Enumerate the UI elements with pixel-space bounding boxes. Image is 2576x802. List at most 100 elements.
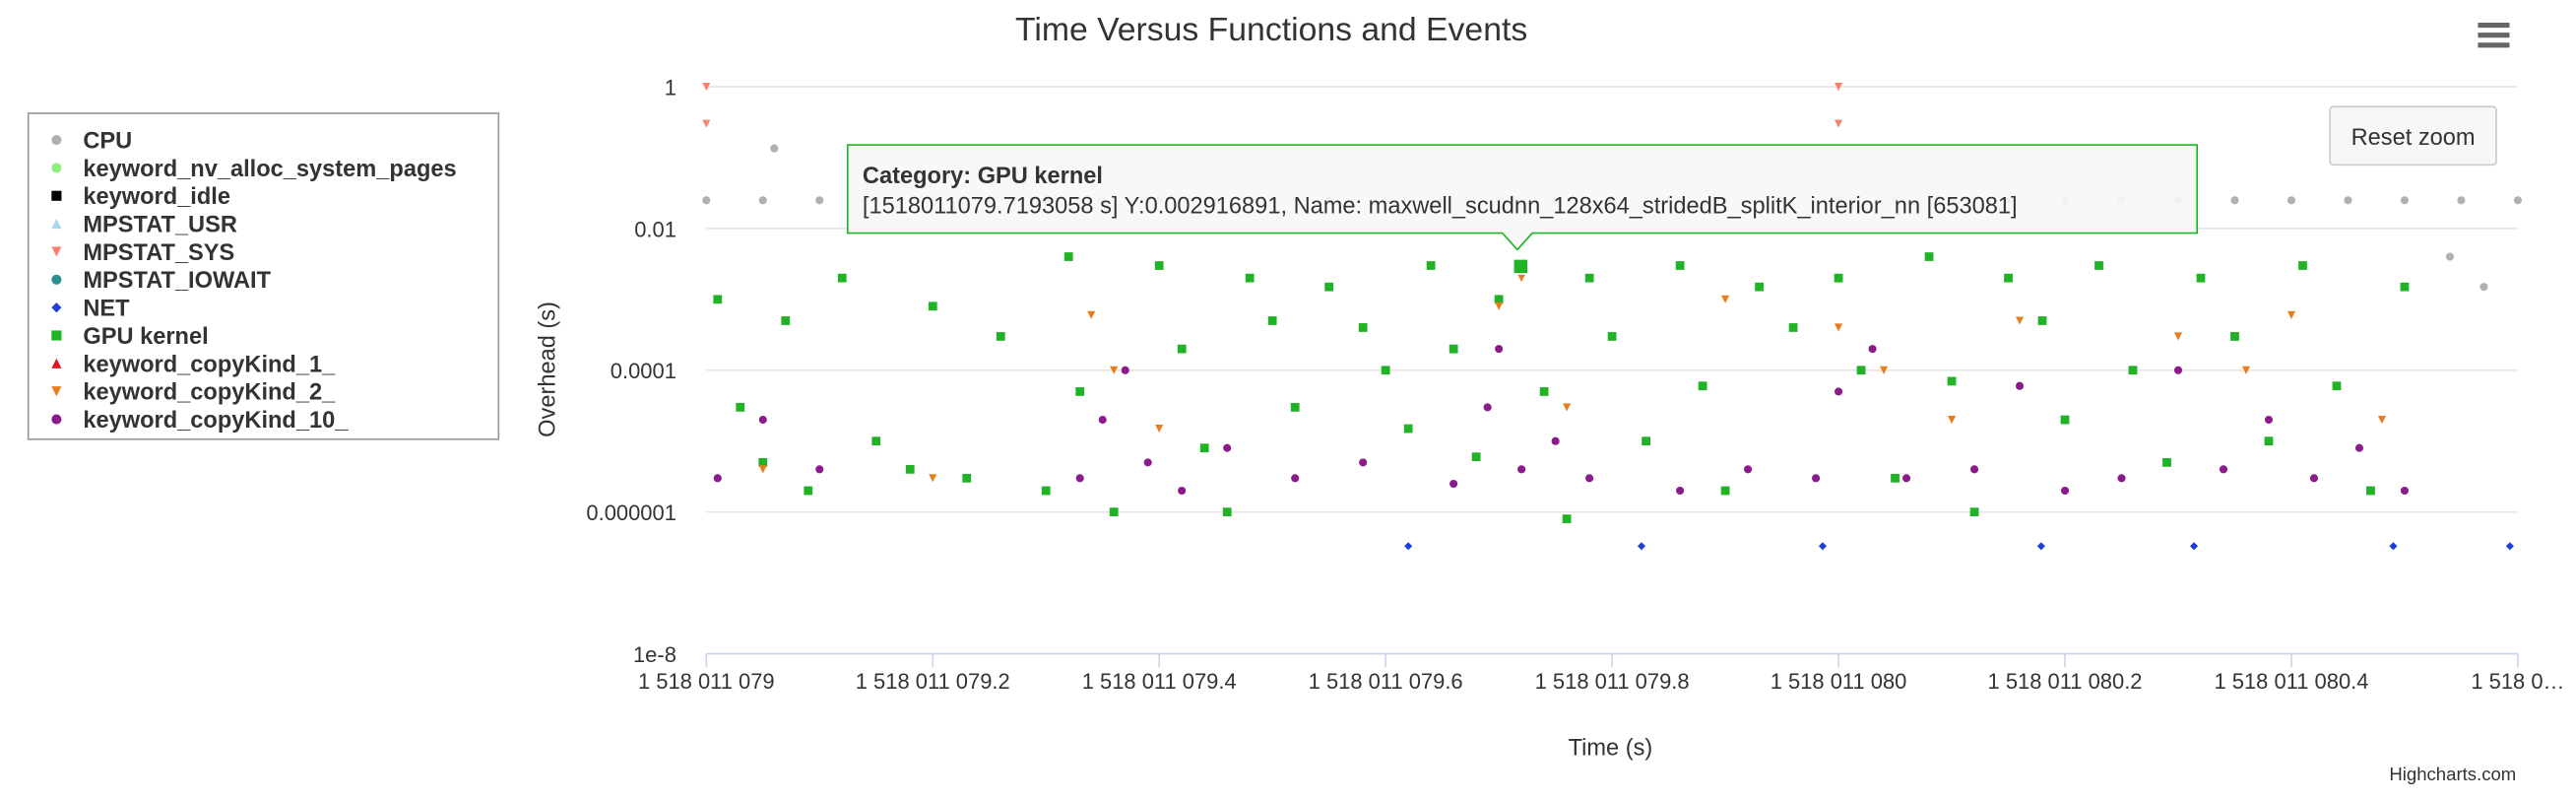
point — [1744, 465, 1753, 474]
point — [2309, 474, 2319, 483]
plot-area: 1 0.01 0.0001 0.000001 1e-81 518 011 079 1 51… — [586, 75, 2564, 694]
y-tick-label: 0.0001 — [611, 359, 676, 383]
x-tick-label: 1 518 011 079.6 — [1309, 669, 1463, 694]
point — [2366, 486, 2375, 496]
point — [928, 301, 937, 311]
point — [1324, 282, 1334, 292]
point — [1267, 316, 1277, 325]
point — [1880, 366, 1889, 374]
point — [781, 316, 791, 325]
point — [962, 473, 972, 483]
point — [2230, 332, 2239, 341]
tooltip-text: [1518011079.7193058 s] Y:0.002916891, Na… — [863, 193, 2018, 219]
point — [1720, 486, 1730, 496]
point — [2400, 486, 2410, 496]
reset-zoom-box[interactable] — [2329, 105, 2497, 167]
point — [758, 196, 767, 205]
legend-label: keyword_copyKind_1_ — [83, 352, 336, 377]
point — [905, 464, 915, 474]
point — [1721, 295, 1730, 303]
point — [2219, 465, 2228, 474]
point — [804, 486, 813, 496]
point — [1483, 403, 1492, 412]
credits[interactable]: Highcharts.com — [2389, 764, 2516, 784]
point — [1902, 474, 1911, 483]
legend-marker — [51, 302, 62, 313]
point — [1075, 387, 1085, 396]
legend-marker — [51, 219, 62, 230]
point — [1449, 344, 1458, 354]
point — [815, 465, 824, 474]
point — [1517, 274, 1526, 283]
point — [1143, 458, 1152, 467]
point — [1403, 424, 1413, 434]
chart-title: Time Versus Functions and Events — [1015, 11, 1527, 48]
point — [2332, 381, 2342, 391]
menu-button[interactable] — [2475, 20, 2512, 50]
point — [815, 196, 824, 205]
point — [1358, 323, 1368, 332]
reset-zoom-label[interactable]: Reset zoom — [2351, 125, 2476, 151]
legend-marker — [51, 358, 62, 368]
point — [837, 273, 847, 283]
point — [1607, 332, 1617, 341]
series — [758, 274, 2387, 483]
hover-point — [1512, 257, 1529, 275]
point — [929, 474, 937, 483]
point — [2117, 474, 2126, 483]
legend-label: CPU — [83, 128, 132, 154]
point — [2128, 366, 2138, 375]
point — [736, 403, 745, 412]
point — [1290, 403, 1300, 412]
x-tick-label: 1 518 011 080.4 — [2214, 669, 2368, 694]
legend-label: keyword_copyKind_10_ — [83, 408, 349, 434]
legend-label: MPSTAT_IOWAIT — [83, 268, 271, 294]
legend-marker — [51, 414, 62, 425]
point — [1121, 366, 1129, 374]
point — [770, 144, 779, 153]
legend-marker — [51, 134, 62, 146]
point — [1563, 403, 1572, 412]
point — [1087, 310, 1096, 319]
point — [2015, 381, 2025, 390]
point — [1835, 119, 1843, 128]
point — [1675, 261, 1685, 270]
point — [1947, 376, 1957, 386]
point — [2162, 457, 2171, 467]
point — [2196, 273, 2206, 283]
point — [2298, 261, 2307, 270]
point — [2190, 542, 2199, 551]
point — [2241, 366, 2251, 374]
x-axis-title: Time (s) — [1569, 735, 1653, 761]
point — [1539, 387, 1549, 396]
point — [1551, 436, 1560, 445]
tooltip-title: Category: GPU kernel — [863, 164, 1103, 189]
point — [2513, 196, 2522, 205]
legend-marker — [51, 330, 62, 341]
point — [1835, 387, 1843, 396]
point — [758, 416, 767, 425]
point — [1199, 443, 1209, 453]
x-tick-label: 1 518 011 080 — [1771, 669, 1907, 694]
x-tick-label: 1 518 011 079.4 — [1082, 669, 1237, 694]
point — [1109, 507, 1119, 517]
point — [758, 457, 768, 467]
point — [1098, 416, 1107, 425]
y-tick-label: 0.000001 — [586, 501, 676, 525]
point — [1969, 465, 1979, 474]
point — [713, 295, 723, 304]
reset-zoom-button[interactable]: Reset zoom — [2329, 105, 2497, 167]
legend-label: MPSTAT_SYS — [83, 240, 234, 266]
point — [1891, 473, 1900, 483]
legend-marker — [51, 163, 62, 173]
point — [2377, 416, 2387, 425]
point — [1359, 458, 1368, 467]
point — [1223, 443, 1232, 452]
legend-label: MPSTAT_USR — [83, 213, 237, 238]
point — [2015, 316, 2025, 325]
series — [713, 345, 2410, 496]
point — [1788, 323, 1798, 332]
point — [1494, 295, 1504, 304]
point — [2286, 196, 2296, 205]
